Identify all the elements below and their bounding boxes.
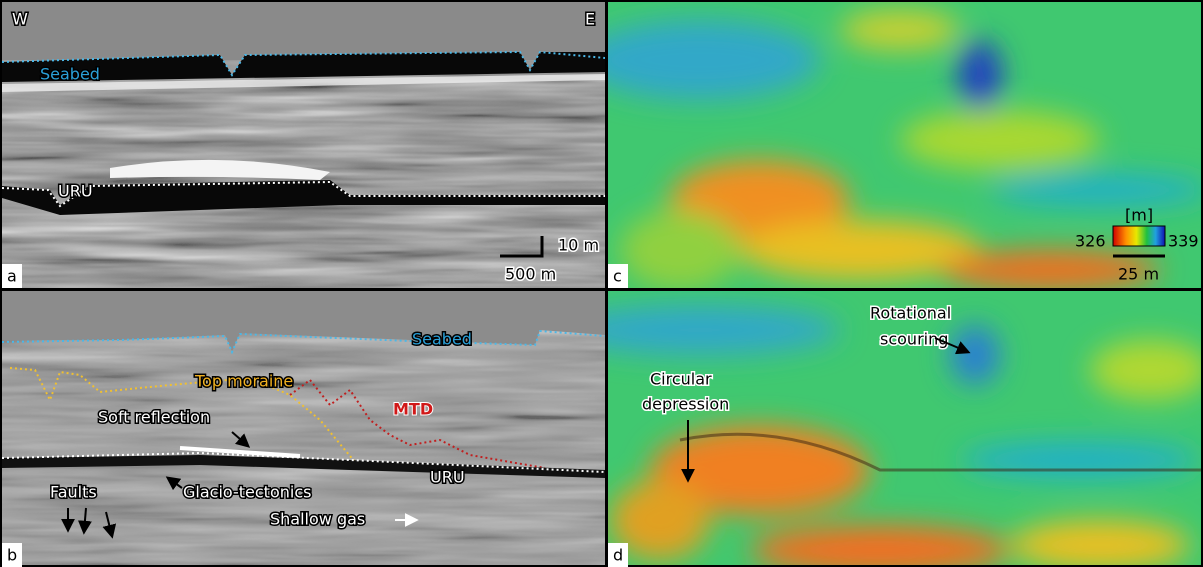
rotational-scouring-label: Rotational [870, 304, 951, 323]
seabed-label: Seabed [412, 330, 472, 349]
panel-label-box [608, 264, 628, 288]
vertical-scale: 10 m [558, 236, 599, 255]
glacio-tectonics-label: Glacio-tectonics [183, 483, 311, 502]
circular-depression-label: depression [642, 395, 729, 414]
west-label: W [12, 10, 28, 29]
faults-label: Faults [50, 483, 97, 502]
horizontal-scale: 500 m [505, 265, 556, 284]
panel-label: b [7, 546, 17, 565]
scale-bar [500, 236, 544, 258]
panel-label: a [7, 267, 17, 286]
panel-d [608, 291, 1201, 565]
colorbar-unit: [m] [1125, 206, 1153, 225]
panel-label: c [613, 267, 622, 286]
panel-a [2, 2, 605, 288]
uru-label: URU [430, 468, 465, 487]
scale-label: 25 m [1118, 265, 1159, 284]
circular-depression-label: Circular [650, 370, 712, 389]
east-label: E [585, 10, 595, 29]
soft-reflection-label: Soft reflection [98, 408, 210, 427]
rotational-scouring-label: scouring [880, 330, 948, 349]
arrow [165, 476, 183, 491]
shallow-gas-label: Shallow gas [270, 510, 365, 529]
arrow [934, 337, 971, 355]
mtd-label: MTD [393, 400, 433, 419]
uru-label: URU [58, 182, 93, 201]
seabed-label: Seabed [40, 65, 100, 84]
colorbar-min: 326 [1075, 232, 1106, 251]
panel-label: d [613, 546, 623, 565]
panel-b [2, 291, 605, 565]
top-moraine-label: Top moraine [194, 372, 293, 391]
arrow [231, 431, 251, 448]
panel-c [608, 2, 1201, 288]
panel-label-box [2, 264, 22, 288]
panel-label-box [2, 543, 22, 567]
arrow [77, 507, 92, 535]
panel-label-box [608, 543, 628, 567]
colorbar-max: 339 [1168, 232, 1199, 251]
arrow [102, 511, 117, 539]
colorbar [1112, 225, 1166, 247]
